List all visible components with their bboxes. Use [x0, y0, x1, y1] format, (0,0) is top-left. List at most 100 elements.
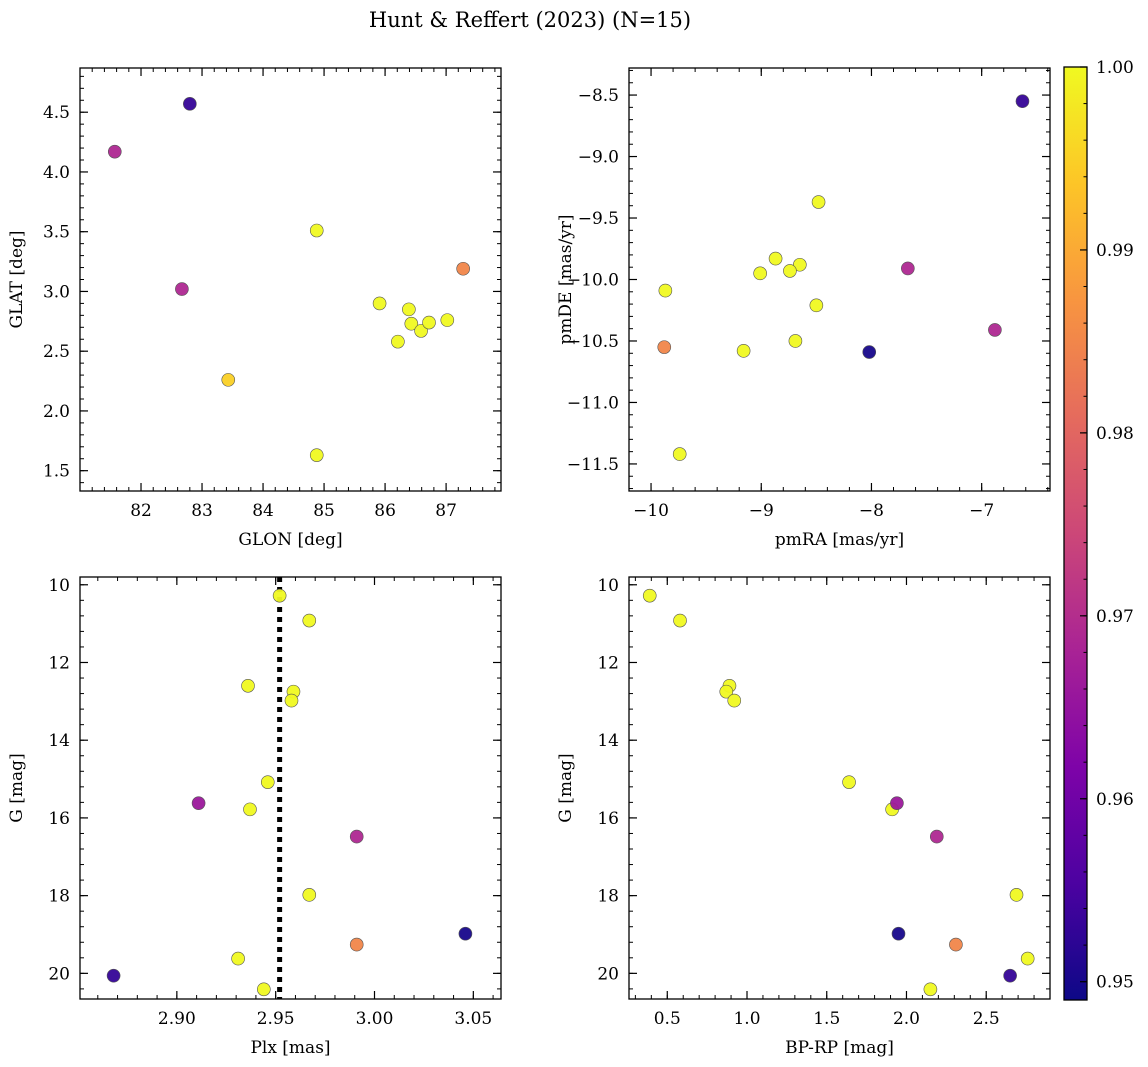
scatter-point	[923, 982, 938, 997]
scatter-point	[988, 323, 1002, 337]
scatter-point	[175, 282, 189, 296]
scatter-point	[422, 315, 436, 330]
x-tick-label: 3.00	[356, 1009, 394, 1029]
scatter-point	[727, 693, 742, 708]
y-tick-label: 10	[48, 576, 70, 596]
x-tick-label: 2.0	[893, 1009, 920, 1029]
scatter-point	[231, 951, 245, 966]
scatter-point	[891, 926, 906, 941]
scatter-point	[243, 802, 257, 817]
x-tick-label: 82	[130, 501, 152, 521]
x-tick-label: 86	[374, 501, 396, 521]
colorbar-tick-label: 0.96	[1096, 790, 1134, 810]
scatter-point	[642, 588, 657, 603]
axes-frame	[79, 67, 502, 492]
scatter-point	[793, 257, 807, 272]
axes-frame	[628, 576, 1051, 1000]
colorbar-tick-label: 0.95	[1096, 973, 1134, 993]
y-tick-label: 10	[597, 576, 619, 596]
y-tick-label: 2.5	[43, 342, 70, 362]
scatter-point	[672, 447, 687, 461]
y-tick-label: 16	[48, 809, 70, 829]
x-axis-label: GLON [deg]	[238, 530, 342, 550]
y-tick-label: 20	[48, 964, 70, 984]
scatter-point	[183, 97, 197, 111]
scatter-point	[107, 144, 122, 159]
x-tick-label: 2.95	[257, 1009, 295, 1029]
x-tick-label: 2.5	[973, 1009, 1000, 1029]
y-tick-label: 18	[48, 887, 70, 907]
scatter-point	[309, 448, 324, 462]
scatter-point	[414, 324, 428, 338]
panel-bprp-g: 0.5 1.0 1.5 2.0 2.5 10 12 14 16 18 20 BP-RP [mag] G …	[556, 576, 1051, 1058]
scatter-point	[788, 334, 803, 348]
scatter-point	[1020, 951, 1035, 966]
scatter-point	[736, 344, 751, 358]
y-tick-label: 16	[597, 809, 619, 829]
scatter-point	[658, 283, 673, 298]
y-tick-label: 12	[597, 653, 619, 673]
colorbar-tick-label: 0.98	[1096, 424, 1134, 444]
axes-frame	[628, 67, 1051, 492]
y-tick-label: −8.5	[578, 86, 619, 106]
scatter-point	[809, 298, 824, 313]
scatter-point	[949, 937, 963, 952]
x-tick-label: 87	[435, 501, 457, 521]
scatter-point	[901, 261, 915, 276]
x-tick-label: 83	[191, 501, 213, 521]
y-axis-label: GLAT [deg]	[7, 230, 27, 328]
y-axis-label: pmDE [mas/yr]	[556, 214, 576, 344]
y-tick-label: −10.5	[567, 332, 619, 352]
panel-pmra-pmde: −10 −9 −8 −7 −11.5 −11.0 −10.5 −10.0 −9.5 −9.0 −8.…	[556, 67, 1051, 550]
y-tick-label: −9.0	[578, 148, 619, 168]
y-tick-label: −11.5	[567, 455, 619, 475]
figure-title: Hunt & Reffert (2023) (N=15)	[369, 8, 691, 32]
scatter-point	[768, 251, 783, 266]
scatter-point	[349, 937, 364, 952]
axes-frame	[79, 576, 502, 1000]
scatter-point	[391, 334, 405, 349]
y-axis-label: G [mag]	[556, 753, 576, 822]
scatter-point	[456, 261, 470, 276]
y-tick-label: −9.5	[578, 209, 619, 229]
x-tick-label: 3.05	[454, 1009, 492, 1029]
y-tick-label: 14	[597, 731, 619, 751]
colorbar-tick-label: 0.99	[1096, 241, 1134, 261]
colorbar-tick-label: 1.00	[1096, 58, 1134, 78]
panels: 82 83 84 85 86 87 1.5 2.0 2.5 3.0 3.5 4.0 4.5 GLON [d…	[7, 67, 1051, 1058]
x-axis-label: pmRA [mas/yr]	[775, 530, 904, 550]
scatter-point	[302, 613, 317, 628]
y-tick-label: 4.0	[43, 163, 70, 183]
scatter-point	[241, 679, 255, 693]
panel-plx-g: 2.90 2.95 3.00 3.05 10 12 14 16 18 20 Plx [mas] G […	[7, 576, 502, 1058]
scatter-point	[272, 588, 287, 603]
x-tick-label: 2.90	[158, 1009, 196, 1029]
scatter-point	[657, 340, 672, 354]
scatter-point	[753, 266, 767, 281]
x-tick-label: −9	[749, 501, 774, 521]
colorbar: 0.95 0.96 0.97 0.98 0.99 1.00	[1063, 58, 1134, 1001]
y-tick-label: 20	[597, 964, 619, 984]
scatter-point	[862, 345, 877, 359]
scatter-point	[890, 796, 904, 810]
y-tick-label: 14	[48, 731, 70, 751]
scatter-point	[284, 693, 299, 708]
y-tick-label: −11.0	[567, 393, 619, 413]
scatter-point	[1009, 888, 1024, 902]
x-tick-label: 1.0	[733, 1009, 760, 1029]
scatter-point	[458, 926, 473, 941]
colorbar-gradient	[1063, 66, 1088, 1001]
y-axis-label: G [mag]	[7, 753, 27, 822]
scatter-point	[783, 264, 797, 278]
y-tick-label: 3.0	[43, 282, 70, 302]
scatter-point	[719, 684, 734, 699]
scatter-point	[1015, 94, 1030, 109]
scatter-point	[309, 223, 324, 238]
scatter-point	[404, 316, 419, 331]
panel-glon-glat: 82 83 84 85 86 87 1.5 2.0 2.5 3.0 3.5 4.0 4.5 GLON [d…	[7, 67, 502, 550]
scatter-point	[929, 829, 944, 844]
x-tick-label: 0.5	[654, 1009, 681, 1029]
y-tick-label: 4.5	[43, 103, 70, 123]
y-tick-label: 18	[597, 887, 619, 907]
